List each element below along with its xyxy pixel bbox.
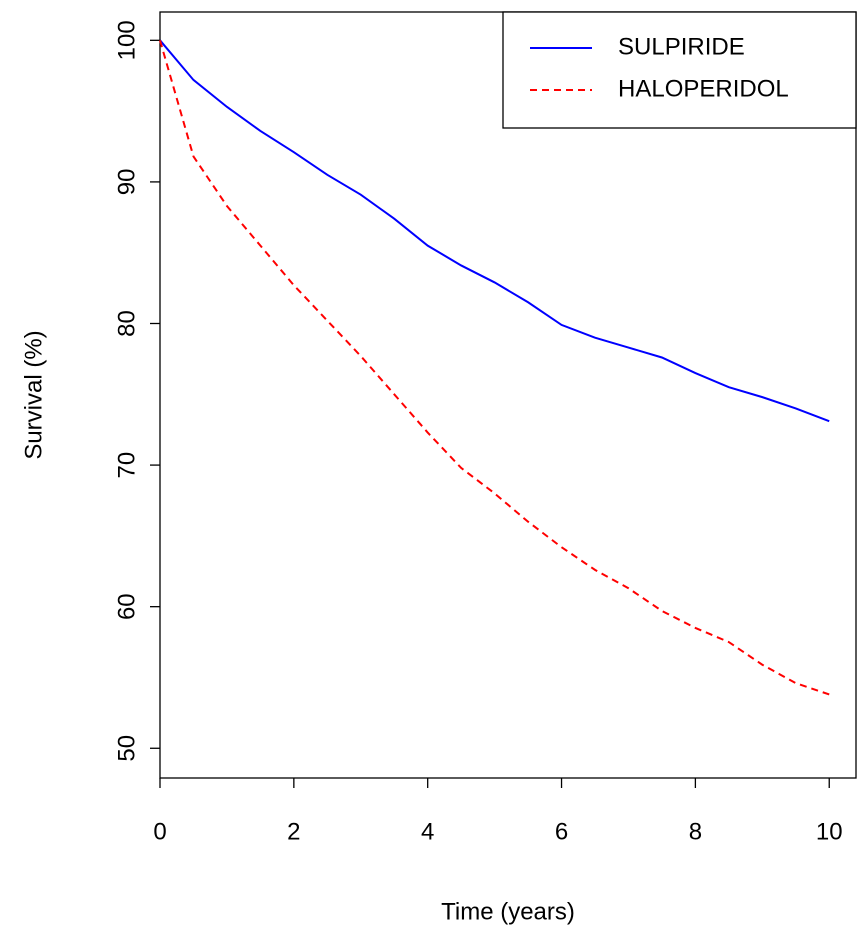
x-axis-label: Time (years) [441, 898, 575, 925]
series-line [159, 40, 830, 696]
y-axis-label: Survival (%) [20, 330, 47, 459]
x-tick-label: 4 [421, 818, 434, 845]
y-tick-label: 80 [113, 310, 140, 337]
legend-label: SULPIRIDE [618, 33, 745, 60]
y-tick-label: 100 [113, 20, 140, 60]
legend-label: HALOPERIDOL [618, 75, 789, 102]
y-tick-label: 60 [113, 593, 140, 620]
y-tick-label: 90 [113, 169, 140, 196]
x-tick-label: 2 [287, 818, 300, 845]
x-tick-label: 0 [153, 818, 166, 845]
x-tick-label: 10 [816, 818, 843, 845]
x-tick-label: 8 [689, 818, 702, 845]
legend-box [502, 11, 857, 129]
x-tick-label: 6 [555, 818, 568, 845]
y-tick-label: 50 [113, 735, 140, 762]
y-tick-label: 70 [113, 452, 140, 479]
series-line [159, 39, 830, 423]
